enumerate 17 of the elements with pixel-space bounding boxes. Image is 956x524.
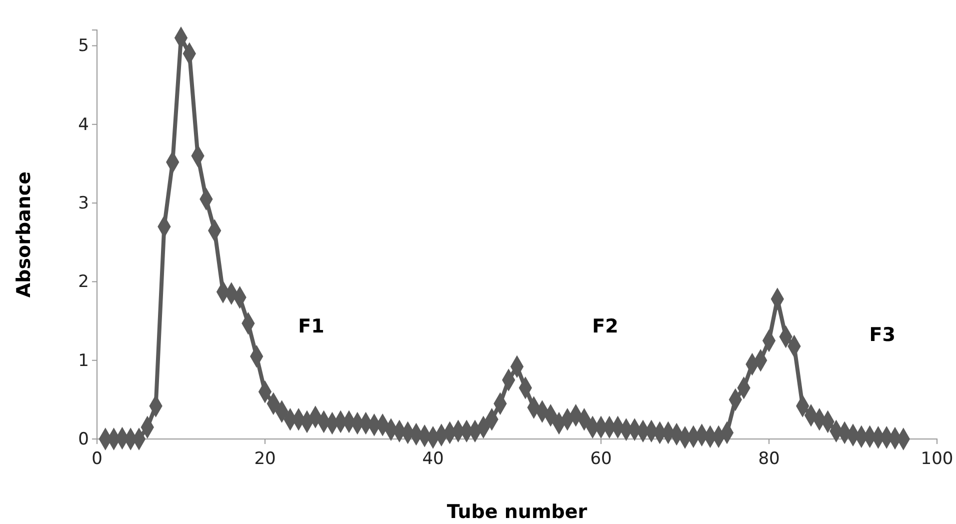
x-tick-label: 60 [590, 449, 612, 469]
y-tick-label: 3 [78, 193, 89, 214]
x-tick-label: 40 [422, 449, 444, 469]
x-tick-label: 100 [920, 449, 954, 469]
y-axis-title: Absorbance [13, 171, 35, 298]
annotation: F1 [298, 316, 324, 338]
annotation: F2 [592, 316, 618, 338]
x-axis-title: Tube number [446, 501, 588, 523]
y-tick-label: 2 [78, 272, 89, 292]
y-tick-label: 4 [78, 114, 89, 135]
y-tick-label: 0 [78, 429, 89, 450]
annotation: F3 [869, 324, 896, 346]
y-tick-label: 1 [78, 350, 89, 371]
x-tick-label: 0 [92, 449, 102, 469]
x-tick-label: 20 [254, 449, 276, 469]
x-tick-label: 80 [758, 449, 780, 469]
y-tick-label: 5 [78, 36, 89, 56]
